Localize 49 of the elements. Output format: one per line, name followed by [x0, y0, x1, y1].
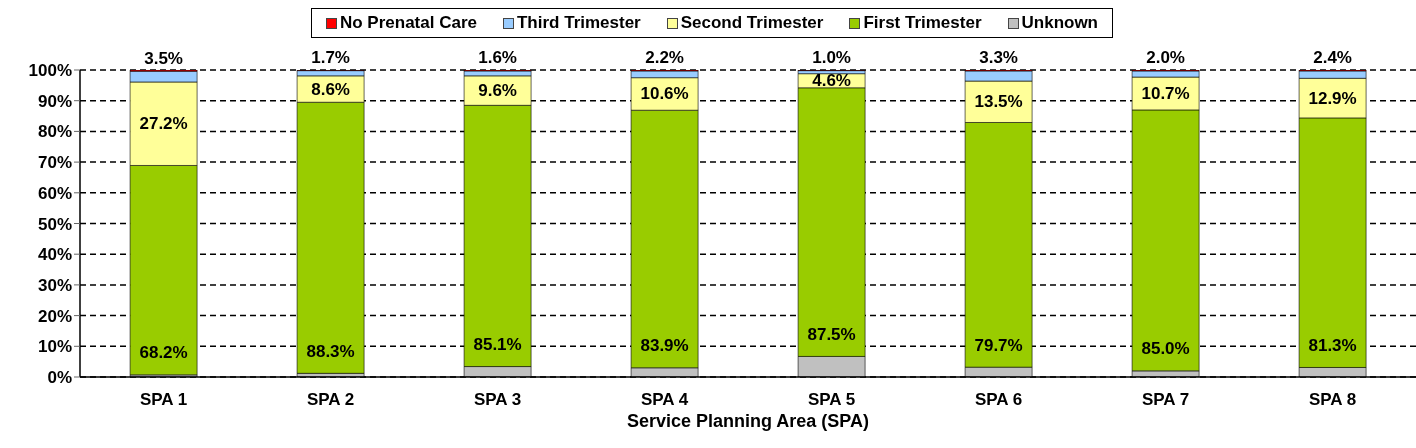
- data-label: 12.9%: [1308, 88, 1357, 108]
- x-tick-label: SPA 5: [807, 390, 856, 410]
- y-tick-label: 60%: [37, 183, 72, 203]
- data-label: 10.7%: [1141, 83, 1190, 103]
- data-label: 85.0%: [1141, 339, 1190, 359]
- x-tick-label: SPA 3: [473, 390, 522, 410]
- data-label: 2.0%: [1146, 48, 1185, 68]
- data-label: 87.5%: [807, 324, 856, 344]
- x-tick-label: SPA 4: [640, 390, 689, 410]
- x-tick-label: SPA 6: [974, 390, 1023, 410]
- data-label: 3.3%: [979, 48, 1018, 68]
- y-tick-label: 80%: [37, 122, 72, 142]
- data-label: 1.0%: [812, 48, 851, 68]
- data-label: 85.1%: [473, 335, 522, 355]
- data-label: 1.7%: [311, 48, 350, 68]
- legend-label: No Prenatal Care: [338, 13, 477, 33]
- x-tick-label: SPA 7: [1141, 390, 1190, 410]
- y-tick-label: 90%: [37, 91, 72, 111]
- x-tick-label: SPA 2: [306, 390, 355, 410]
- data-label: 83.9%: [640, 336, 689, 356]
- data-label: 27.2%: [139, 114, 188, 134]
- y-tick-label: 100%: [28, 61, 72, 81]
- data-label: 2.2%: [645, 48, 684, 68]
- data-label: 4.6%: [812, 71, 851, 91]
- data-label: 79.7%: [974, 335, 1023, 355]
- y-tick-label: 30%: [37, 275, 72, 295]
- legend-label: First Trimester: [862, 13, 982, 33]
- y-tick-label: 70%: [37, 153, 72, 173]
- data-label: 13.5%: [974, 92, 1023, 112]
- data-label: 3.5%: [144, 48, 183, 68]
- y-tick-label: 40%: [37, 245, 72, 265]
- data-label: 9.6%: [478, 81, 517, 101]
- x-tick-label: SPA 8: [1308, 390, 1357, 410]
- data-label: 10.6%: [640, 84, 689, 104]
- legend-label: Unknown: [1020, 13, 1099, 33]
- data-label: 8.6%: [311, 79, 350, 99]
- data-label: 1.6%: [478, 48, 517, 68]
- data-label: 2.4%: [1313, 48, 1352, 68]
- y-tick-label: 10%: [37, 337, 72, 357]
- x-tick-label: SPA 1: [139, 390, 188, 410]
- data-label: 68.2%: [139, 343, 188, 363]
- y-tick-label: 50%: [37, 214, 72, 234]
- legend-label: Second Trimester: [679, 13, 824, 33]
- legend-label: Third Trimester: [515, 13, 641, 33]
- y-tick-label: 20%: [37, 306, 72, 326]
- x-axis-title: Service Planning Area (SPA): [626, 411, 870, 431]
- y-tick-label: 0%: [47, 368, 72, 388]
- data-label: 81.3%: [1308, 335, 1357, 355]
- data-label: 88.3%: [306, 341, 355, 361]
